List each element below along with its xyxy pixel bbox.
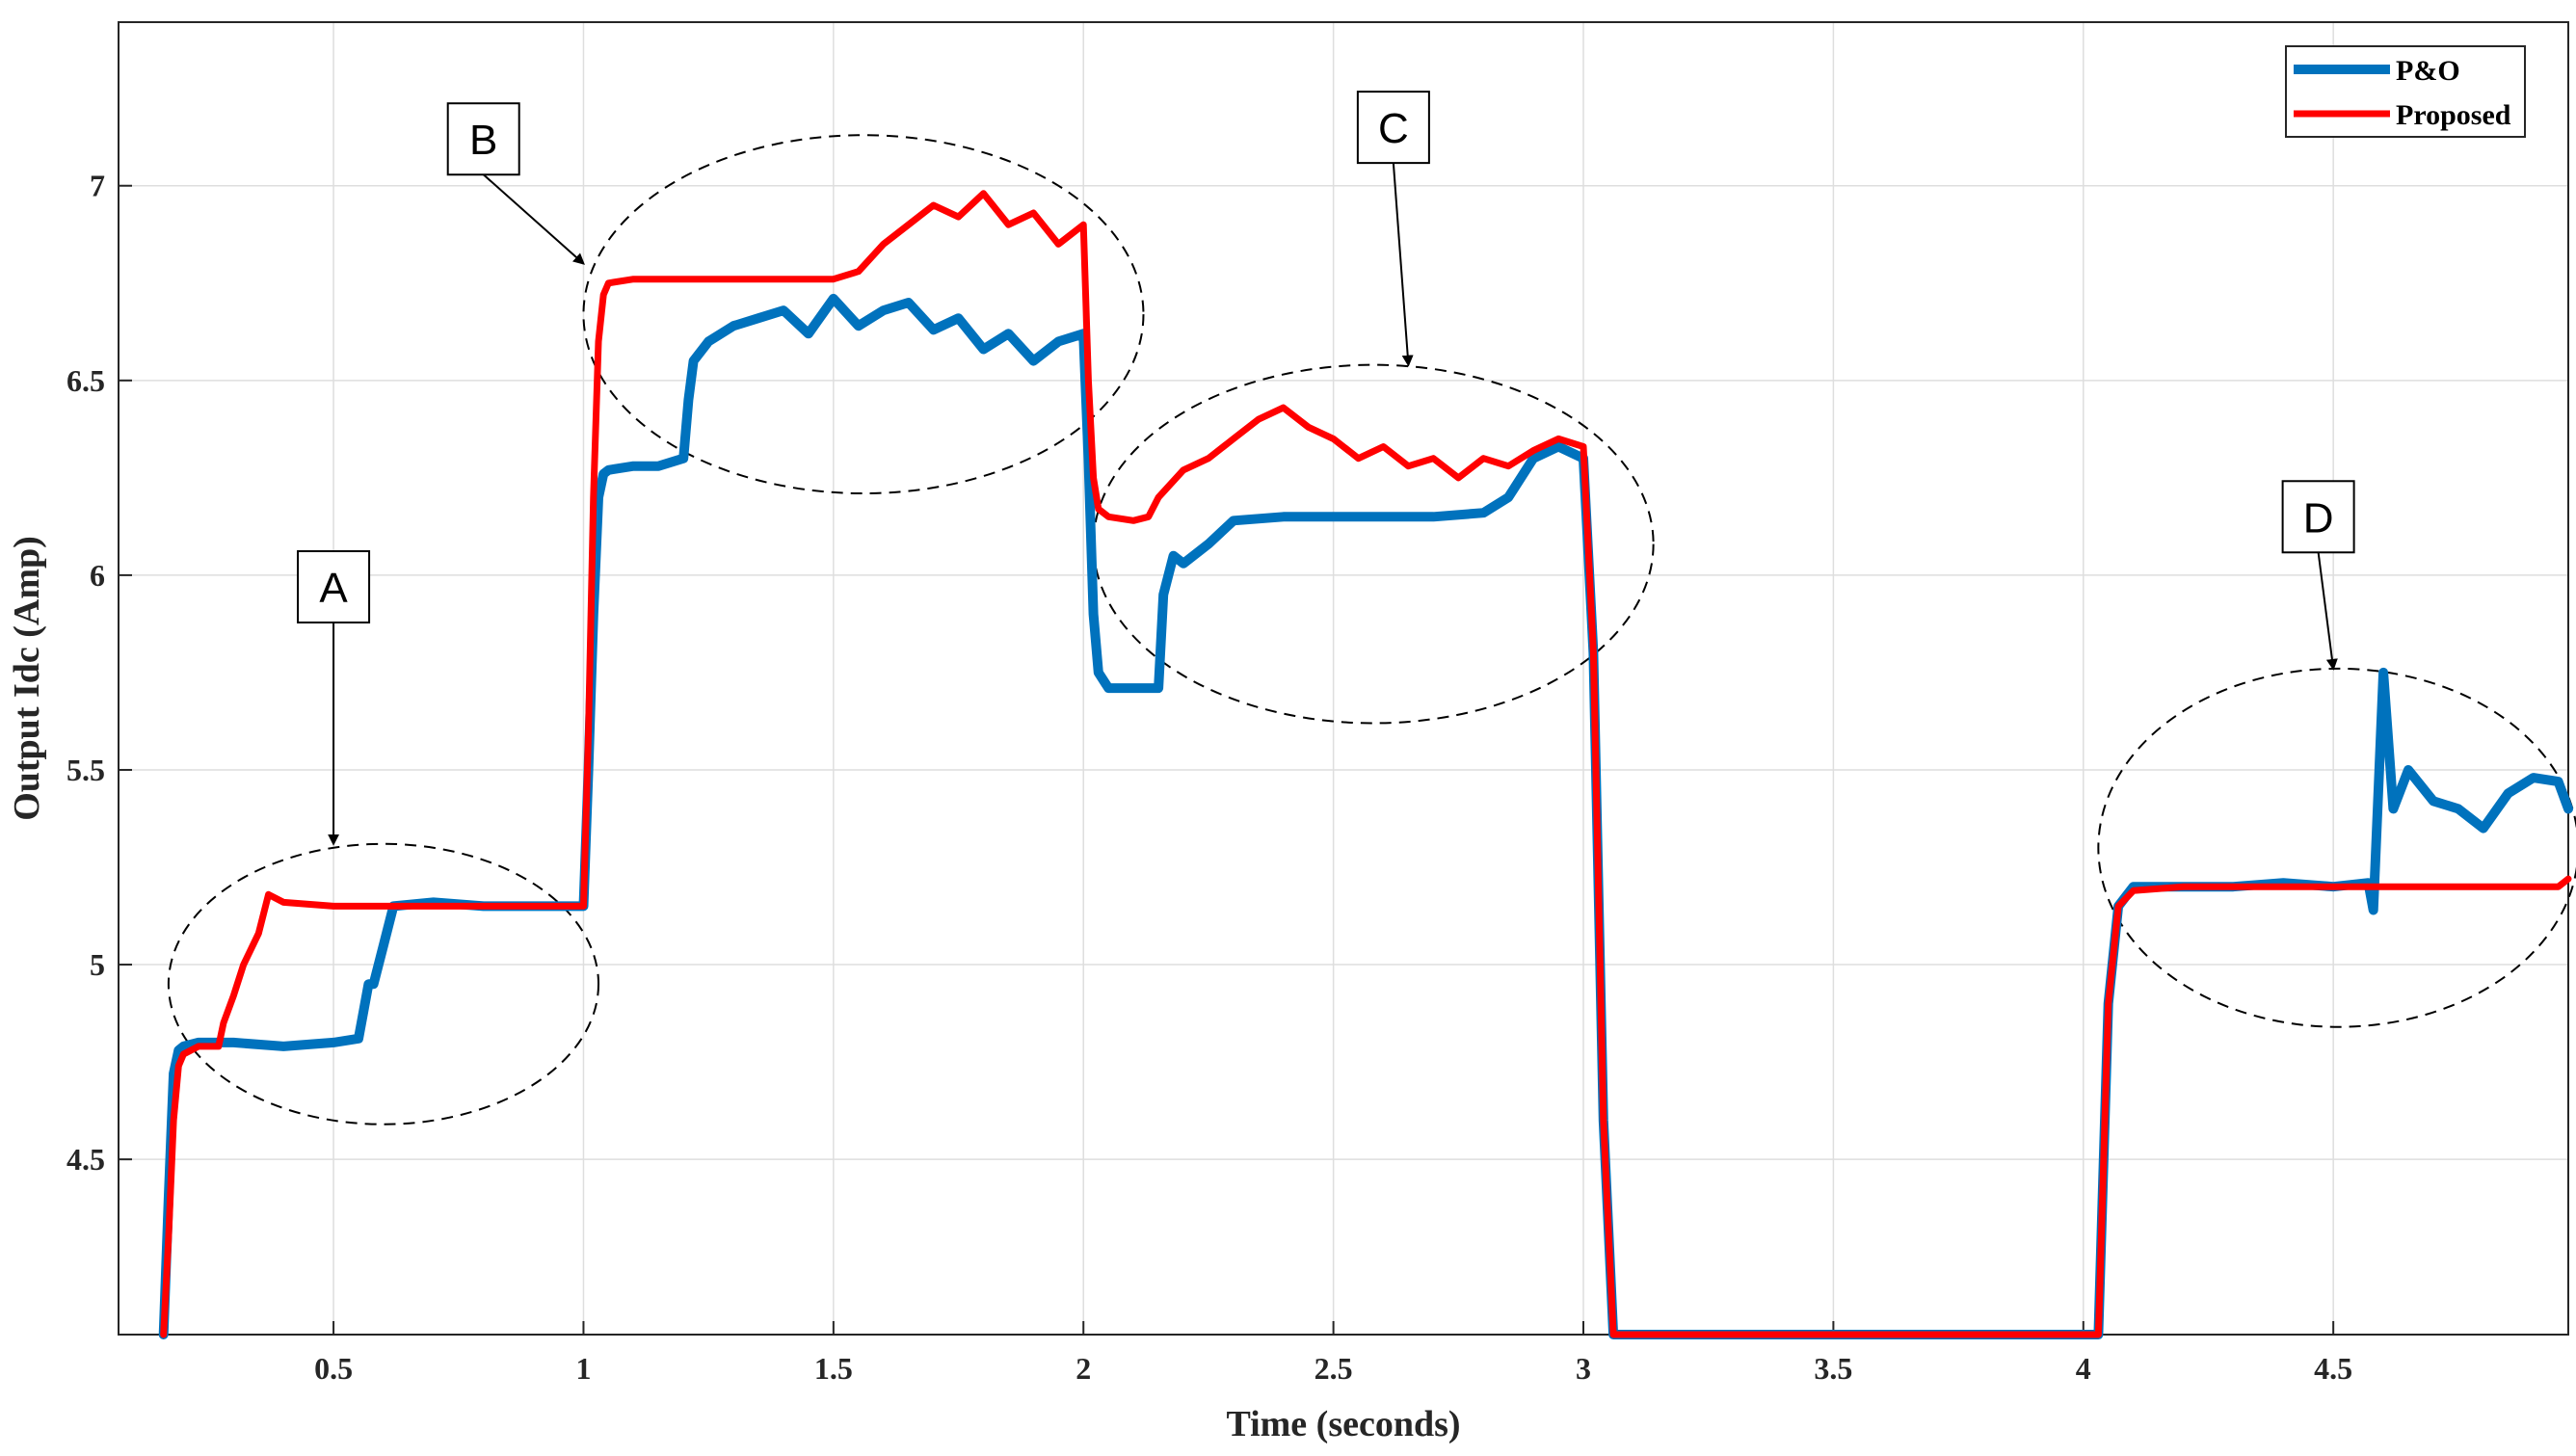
annotation-box-a <box>297 550 371 624</box>
x-axis: 0.5 1 1.5 2 2.5 3 3.5 4 4.5 <box>314 1321 2352 1386</box>
plot-frame <box>118 21 2569 1336</box>
annotation-box-c <box>1356 91 1430 165</box>
annotation-labels: A B C D <box>297 91 2355 846</box>
legend-box <box>2285 45 2526 138</box>
y-axis-title: Output Idc (Amp) <box>7 536 47 821</box>
x-axis-title: Time (seconds) <box>1226 1404 1460 1444</box>
x-tick-label: 0.5 <box>314 1351 353 1386</box>
annotation-box-d <box>2281 480 2355 554</box>
annotation-box-b <box>446 102 520 176</box>
y-tick-label: 4.5 <box>66 1142 105 1177</box>
y-tick-label: 5 <box>90 947 105 982</box>
y-tick-label: 6 <box>90 558 105 593</box>
y-tick-label: 5.5 <box>66 753 105 787</box>
legend-label-p-and-o: P&O <box>2396 55 2460 87</box>
annotation-ellipses <box>167 134 2576 1125</box>
x-tick-label: 1 <box>575 1351 591 1386</box>
annotation-arrow-b <box>483 173 585 265</box>
x-tick-label: 4.5 <box>2314 1351 2352 1386</box>
annotation-arrow-d <box>2317 552 2338 671</box>
series-lines <box>158 190 2573 1339</box>
x-tick-label: 2 <box>1076 1351 1091 1386</box>
annotation-label-d: D <box>2303 494 2334 542</box>
x-tick-label: 2.5 <box>1315 1351 1353 1386</box>
annotation-ellipse-b <box>582 134 1145 495</box>
x-tick-label: 3.5 <box>1814 1351 1852 1386</box>
annotation-label-b: B <box>469 117 497 164</box>
y-tick-label: 7 <box>90 169 105 203</box>
y-axis: 4.5 5 5.5 6 6.5 7 <box>66 169 132 1177</box>
annotation-ellipse-c <box>1092 363 1655 725</box>
legend-label-proposed: Proposed <box>2396 99 2511 131</box>
grid <box>119 22 2568 1335</box>
y-tick-label: 6.5 <box>66 363 105 398</box>
annotation-label-c: C <box>1378 105 1409 152</box>
legend: P&O Proposed <box>2285 45 2526 138</box>
x-tick-label: 1.5 <box>814 1351 853 1386</box>
x-tick-label: 4 <box>2076 1351 2091 1386</box>
annotation-arrow-c <box>1392 163 1414 367</box>
x-tick-label: 3 <box>1576 1351 1591 1386</box>
annotation-ellipse-a <box>167 842 600 1125</box>
annotation-label-a: A <box>319 565 348 612</box>
series-line-proposed <box>160 190 2572 1338</box>
annotation-ellipse-d <box>2097 667 2576 1028</box>
